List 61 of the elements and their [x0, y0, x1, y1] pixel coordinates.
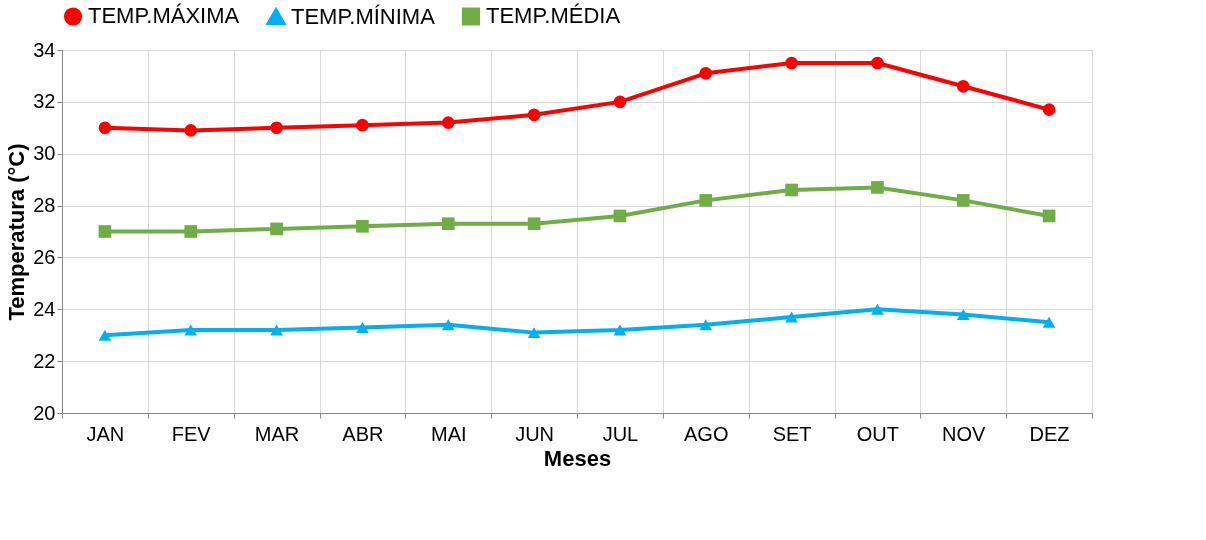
- x-tick-label: JUN: [515, 422, 555, 445]
- point: [270, 222, 283, 236]
- x-tick-label: DEZ: [1029, 422, 1070, 445]
- x-tick-label: OUT: [856, 422, 900, 445]
- point: [871, 56, 884, 70]
- x-tick-label: NOV: [942, 422, 987, 445]
- point: [956, 308, 970, 320]
- point: [527, 327, 541, 339]
- x-tick-label: MAI: [430, 422, 467, 445]
- x-axis-title: Meses: [543, 445, 612, 471]
- point: [441, 116, 455, 129]
- x-tick-label: SET: [772, 422, 812, 445]
- y-tick-label: 20: [33, 401, 56, 424]
- point: [441, 319, 455, 331]
- x-tick-label: MAR: [254, 422, 300, 445]
- point: [356, 219, 369, 233]
- point: [98, 329, 112, 341]
- x-tick-label: AGO: [684, 422, 729, 445]
- point: [613, 95, 627, 109]
- x-tick-label: ABR: [342, 422, 384, 445]
- x-tick-label: JAN: [86, 422, 125, 445]
- y-tick-label: 30: [33, 142, 56, 165]
- point: [184, 124, 198, 137]
- y-tick-label: 28: [33, 194, 56, 217]
- point: [785, 311, 798, 323]
- point: [1042, 103, 1056, 116]
- y-tick-label: 34: [33, 38, 56, 61]
- y-tick-label: 32: [33, 90, 56, 113]
- point: [699, 67, 713, 80]
- x-tick-label: JUL: [602, 422, 639, 445]
- point: [871, 303, 884, 315]
- legend-label: TEMP.MÁXIMA: [88, 3, 240, 29]
- point: [699, 319, 713, 331]
- point: [98, 121, 112, 135]
- x-tick-label: FEV: [171, 422, 212, 445]
- point: [785, 56, 798, 70]
- point: [871, 181, 884, 194]
- point: [184, 324, 198, 336]
- point: [613, 324, 627, 336]
- point: [699, 194, 713, 207]
- y-tick-label: 22: [33, 349, 56, 372]
- point: [527, 108, 541, 122]
- point: [356, 321, 369, 333]
- point: [785, 183, 798, 197]
- point: [184, 225, 198, 238]
- legend-label: TEMP.MÉDIA: [486, 3, 621, 29]
- point: [270, 324, 283, 336]
- point: [613, 209, 627, 223]
- point: [956, 79, 970, 93]
- y-tick-label: 24: [33, 297, 56, 320]
- y-tick-label: 26: [33, 245, 56, 268]
- y-axis-title: Temperatura (°C): [4, 143, 30, 321]
- point: [527, 217, 541, 231]
- point: [441, 217, 455, 231]
- point: [356, 118, 369, 132]
- point: [1042, 209, 1056, 223]
- point: [1042, 316, 1056, 328]
- legend-label: TEMP.MÍNIMA: [291, 3, 436, 29]
- point: [270, 121, 283, 135]
- point: [956, 194, 970, 207]
- point: [98, 225, 112, 238]
